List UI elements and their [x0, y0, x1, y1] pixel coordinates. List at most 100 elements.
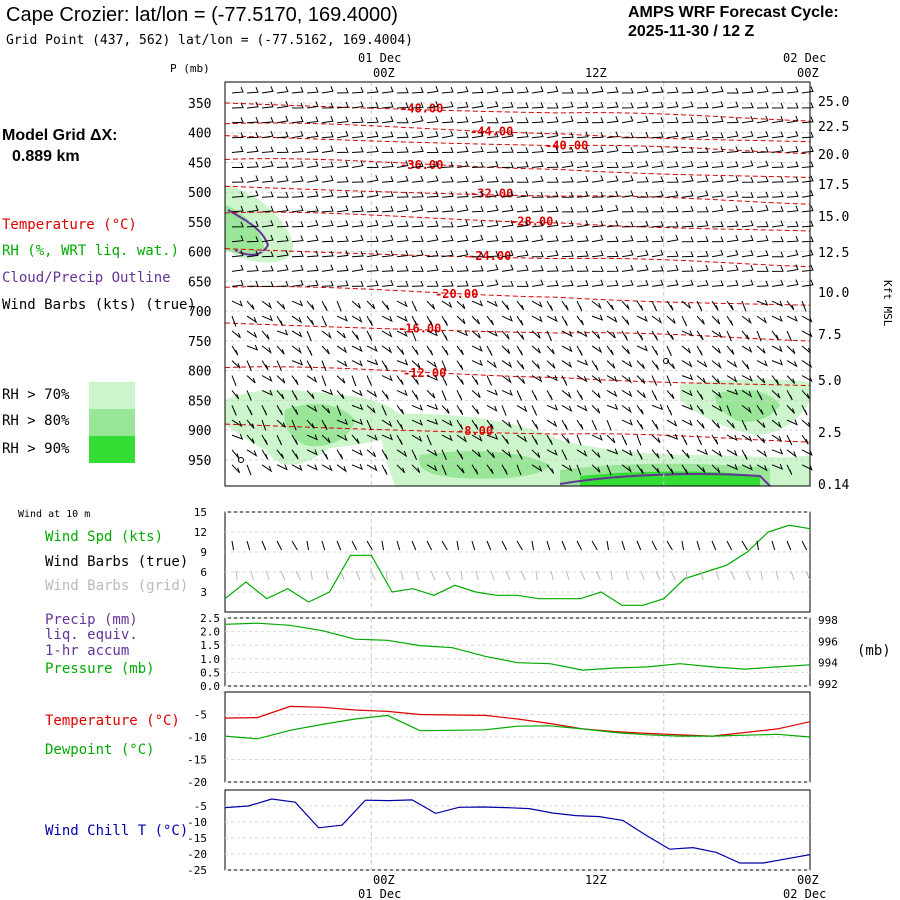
- wind-barb: [651, 419, 659, 430]
- wind-barb: [231, 235, 244, 243]
- wind-barb: [471, 146, 484, 153]
- wind-barb: [711, 404, 723, 413]
- wind-barb: [741, 249, 754, 258]
- wind-barb-true: [546, 540, 551, 551]
- wind-barb: [516, 434, 528, 443]
- wind-barb: [681, 360, 693, 368]
- wind-barb: [621, 132, 634, 139]
- wind-barb: [426, 345, 434, 356]
- wind-barb: [681, 146, 694, 153]
- wind-barb: [546, 206, 559, 213]
- wind-barb: [756, 299, 769, 306]
- wind-barb: [621, 315, 630, 326]
- wind-barb: [621, 389, 633, 398]
- wind-barb: [336, 116, 349, 124]
- wind-barb: [651, 220, 664, 228]
- wind-barb: [411, 204, 424, 213]
- wind-barb: [426, 434, 432, 446]
- wind-barb: [396, 359, 409, 366]
- wind-barb: [411, 115, 424, 124]
- pressure-tick-400: 400: [188, 127, 211, 142]
- wind-barb: [426, 234, 439, 243]
- wind-barb: [636, 264, 649, 272]
- wind-barb: [681, 205, 694, 213]
- wind-barb: [696, 464, 706, 473]
- wind-barb: [591, 405, 601, 414]
- legend-wind-barbs: Wind Barbs (kts) (true): [2, 297, 196, 313]
- wind-barb: [666, 234, 679, 243]
- wind-barb: [756, 345, 766, 354]
- wind-barb-true: [726, 540, 733, 551]
- wind-barb: [336, 161, 349, 168]
- wind-barb: [546, 330, 552, 342]
- wind-barb: [516, 161, 529, 168]
- wind-barb: [621, 161, 634, 168]
- wind-barb: [231, 449, 240, 459]
- wind-barb: [516, 464, 522, 476]
- wind-barb: [726, 330, 732, 342]
- wind-barb: [381, 360, 389, 371]
- wind-barb: [336, 315, 348, 322]
- wind-barb: [246, 434, 255, 444]
- wind-barb: [666, 279, 679, 287]
- wind-barb: [726, 190, 739, 198]
- wind-barb: [471, 87, 484, 94]
- wind-barb: [771, 115, 784, 124]
- wind-barb: [396, 160, 409, 168]
- wind-barb: [486, 131, 499, 139]
- wind-barb: [546, 375, 558, 382]
- wind-barb: [771, 145, 784, 153]
- wind-barb: [321, 345, 330, 355]
- wind-barb: [276, 329, 289, 336]
- wind-barb: [546, 235, 559, 243]
- wind-barb: [426, 147, 439, 153]
- wind-barb-true: [441, 540, 448, 551]
- wind-barb: [726, 419, 735, 429]
- wind-barb: [636, 315, 648, 323]
- wind-barb: [411, 266, 424, 272]
- wind-barb: [801, 236, 814, 243]
- wind-barb: [456, 360, 464, 371]
- wind-barb: [396, 220, 409, 228]
- temp-contour--40.00: [224, 135, 811, 155]
- wind-barb: [786, 115, 799, 124]
- wind-barb: [351, 280, 364, 287]
- wind-barb: [711, 464, 721, 474]
- wind-barb: [441, 221, 454, 228]
- wind-barb: [306, 235, 319, 243]
- wind-barb: [381, 464, 388, 475]
- wind-barb: [786, 130, 799, 139]
- wind-barb: [666, 419, 678, 427]
- wind-barb: [336, 87, 349, 94]
- wind-barb: [306, 330, 312, 342]
- wind-barb: [786, 161, 799, 168]
- wind-barb: [801, 249, 814, 258]
- wind-barb: [411, 175, 424, 183]
- wind-barb: [336, 390, 345, 400]
- wind-barb: [726, 175, 739, 183]
- wind-barb-true: [591, 540, 598, 551]
- wind-barb: [336, 449, 344, 460]
- wind-barb: [441, 86, 454, 94]
- wind-barb: [351, 375, 357, 387]
- wind-barb: [666, 449, 674, 460]
- wind-barb: [276, 161, 289, 168]
- wind-barb: [591, 234, 604, 243]
- wind-barbs-layer: [231, 86, 814, 476]
- wind-true-label: Wind Barbs (true): [45, 554, 189, 570]
- wind-barb: [801, 86, 814, 94]
- wind-barb: [771, 266, 784, 272]
- wind-barb: [561, 146, 574, 153]
- wind-barb: [231, 433, 244, 440]
- wind-barb: [321, 102, 334, 109]
- wind-barb: [232, 162, 244, 168]
- wind-barb-grid: [265, 570, 270, 581]
- wind-barb: [711, 101, 724, 109]
- calm-wind-marker: [238, 457, 244, 463]
- temperature-panel-tick--20: -20: [187, 776, 207, 789]
- wind-barb-grid: [580, 570, 586, 581]
- pressure-line: [224, 622, 811, 671]
- wind-barb: [351, 418, 364, 425]
- wind-barb-grid: [550, 570, 554, 581]
- wind-barb: [246, 161, 259, 168]
